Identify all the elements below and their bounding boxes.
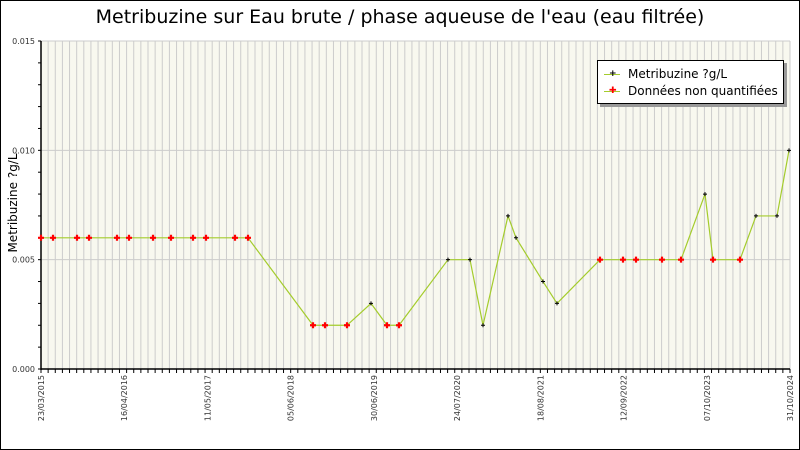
marker-non-quantified <box>384 322 390 329</box>
marker-non-quantified <box>190 234 196 241</box>
marker-quantified <box>754 213 758 218</box>
marker-non-quantified <box>322 322 328 329</box>
marker-non-quantified <box>114 234 120 241</box>
x-tick-label: 18/08/2021 <box>536 375 545 421</box>
marker-quantified <box>468 257 472 262</box>
marker-non-quantified <box>678 256 684 263</box>
marker-quantified <box>703 192 707 197</box>
marker-quantified <box>514 235 518 240</box>
marker-non-quantified <box>310 322 316 329</box>
x-tick-label: 16/04/2016 <box>120 375 129 421</box>
marker-non-quantified <box>232 234 238 241</box>
y-tick-label: 0.005 <box>12 256 35 265</box>
x-tick-label: 24/07/2020 <box>453 375 462 421</box>
marker-non-quantified <box>710 256 716 263</box>
marker-quantified <box>555 301 559 306</box>
marker-quantified <box>541 279 545 284</box>
x-tick-label: 30/06/2019 <box>370 375 379 421</box>
legend: + Metribuzine ?g/L ✚ Données non quantif… <box>597 60 784 104</box>
marker-quantified <box>775 213 779 218</box>
marker-quantified <box>787 148 791 153</box>
y-tick-label: 0.000 <box>12 365 35 374</box>
marker-quantified <box>481 323 485 328</box>
marker-non-quantified <box>50 234 56 241</box>
marker-non-quantified <box>38 234 44 241</box>
legend-item-non-quantified: ✚ Données non quantifiées <box>604 83 778 99</box>
legend-marker-black-cross-icon: + <box>604 68 620 80</box>
legend-item-measured: + Metribuzine ?g/L <box>604 66 727 82</box>
y-tick-label: 0.010 <box>12 146 35 155</box>
x-tick-label: 07/10/2023 <box>703 375 712 421</box>
x-tick-label: 31/10/2024 <box>786 375 795 421</box>
marker-non-quantified <box>620 256 626 263</box>
marker-quantified <box>446 257 450 262</box>
chart-title: Metribuzine sur Eau brute / phase aqueus… <box>95 6 705 28</box>
marker-non-quantified <box>633 256 639 263</box>
x-tick-label: 12/09/2022 <box>620 375 629 421</box>
y-tick-label: 0.015 <box>12 37 35 46</box>
x-tick-label: 23/03/2015 <box>37 375 46 421</box>
marker-non-quantified <box>203 234 209 241</box>
marker-non-quantified <box>86 234 92 241</box>
legend-label: Données non quantifiées <box>628 84 778 98</box>
marker-non-quantified <box>245 234 251 241</box>
marker-non-quantified <box>150 234 156 241</box>
marker-non-quantified <box>168 234 174 241</box>
marker-non-quantified <box>344 322 350 329</box>
marker-non-quantified <box>396 322 402 329</box>
marker-non-quantified <box>597 256 603 263</box>
marker-non-quantified <box>126 234 132 241</box>
x-tick-label: 11/05/2017 <box>203 375 212 421</box>
x-tick-label: 05/06/2018 <box>287 375 296 421</box>
marker-non-quantified <box>737 256 743 263</box>
legend-label: Metribuzine ?g/L <box>628 67 728 81</box>
marker-quantified <box>506 213 510 218</box>
data-line <box>41 150 790 326</box>
marker-non-quantified <box>74 234 80 241</box>
legend-marker-red-cross-icon: ✚ <box>604 85 620 97</box>
marker-non-quantified <box>659 256 665 263</box>
marker-quantified <box>369 301 373 306</box>
